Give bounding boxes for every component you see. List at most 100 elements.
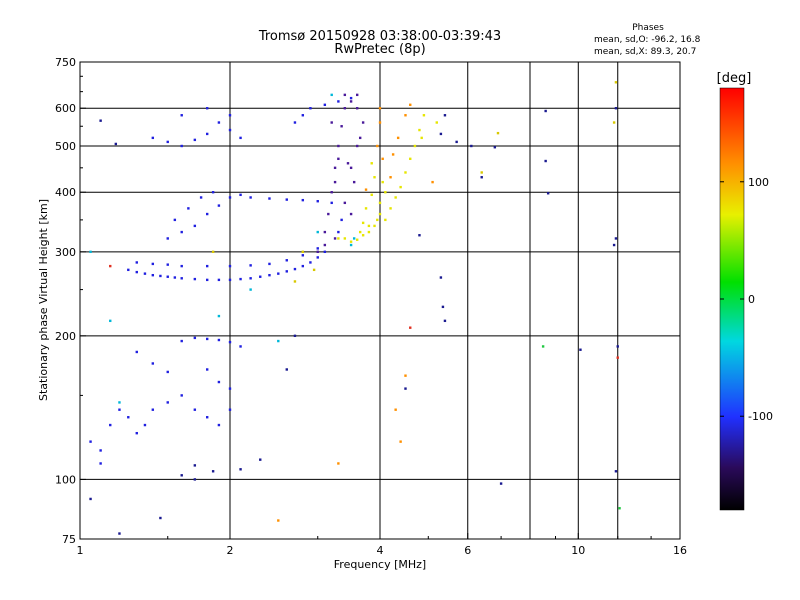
data-point [180,339,183,343]
data-point [352,180,356,184]
data-point [358,230,362,234]
data-point [355,144,359,148]
data-point [228,264,232,268]
data-point [166,401,169,404]
data-point [135,261,138,264]
data-point [364,188,368,191]
data-point [330,121,333,124]
data-point [389,176,392,179]
data-point [541,345,545,348]
data-point [309,261,312,264]
data-point [193,336,197,340]
stats-o-mode: mean, sd,O: -96.2, 16.8 [594,35,701,45]
data-point [381,180,384,184]
data-point [612,243,616,247]
data-point [99,449,102,452]
data-point [228,196,232,199]
x-tick-label: 10 [571,544,585,557]
data-point [330,93,333,97]
data-point [373,224,376,228]
data-point [118,532,121,535]
data-point [316,230,319,234]
data-point [312,268,316,272]
data-point [394,196,397,199]
data-point [109,319,112,323]
x-tick-label: 16 [673,544,687,557]
y-tick-label: 400 [55,186,76,199]
data-point [249,277,252,280]
data-point [343,201,347,205]
data-point [618,507,621,510]
data-point [404,374,407,377]
data-point [399,440,402,443]
data-point [355,93,359,97]
data-point [127,416,130,419]
y-tick-label: 600 [55,102,76,115]
data-point [614,237,618,240]
chart-title: Tromsø 20150928 03:38:00-03:39:43 [258,29,501,44]
y-tick-label: 500 [55,140,76,153]
data-point [376,218,379,222]
data-point [546,192,550,195]
data-point [259,458,262,461]
data-point [333,237,337,240]
data-point [396,136,400,140]
data-point [293,280,297,283]
data-point [217,204,221,207]
data-point [364,207,368,210]
data-point [340,218,343,222]
y-tick-label: 200 [55,330,76,343]
data-point [285,259,288,262]
data-point [166,275,169,278]
data-point [180,394,183,397]
data-point [378,201,382,205]
data-point [418,234,421,237]
data-point [143,272,147,275]
data-point [343,237,347,240]
data-point [249,264,252,267]
data-point [316,200,319,203]
data-point [330,201,333,205]
data-point [337,237,340,240]
colorbar-ticks: 100 0 -100 [720,176,773,423]
data-point [193,277,197,281]
data-point [316,250,319,254]
data-point [418,128,421,132]
data-point [259,275,262,278]
data-point [151,136,155,140]
data-point [337,462,340,465]
data-point [301,114,305,117]
data-point [316,256,319,259]
y-tick-label: 750 [55,56,76,69]
data-point [496,131,500,135]
data-point [239,277,242,281]
data-point [441,305,445,309]
data-point [614,81,618,84]
data-point [349,100,353,103]
data-point [180,230,183,234]
data-point [443,114,447,117]
data-point [378,212,382,216]
data-point [455,140,458,144]
data-point [431,180,434,184]
data-point [151,273,155,277]
data-point [187,207,190,210]
data-point [373,176,376,179]
y-tick-label: 100 [55,473,76,486]
data-point [384,218,387,222]
data-point [404,114,407,117]
data-point [349,166,353,170]
data-point [166,237,169,240]
data-point [323,243,327,247]
data-point [193,408,197,411]
data-point [349,212,353,216]
stats-x-mode: mean, sd,X: 89.3, 20.7 [594,47,696,57]
data-point [544,159,547,163]
x-tick-label: 4 [377,544,384,557]
data-point [333,180,337,184]
data-point [340,125,343,128]
data-point [211,470,215,473]
data-point [277,339,280,343]
data-point [205,264,209,268]
